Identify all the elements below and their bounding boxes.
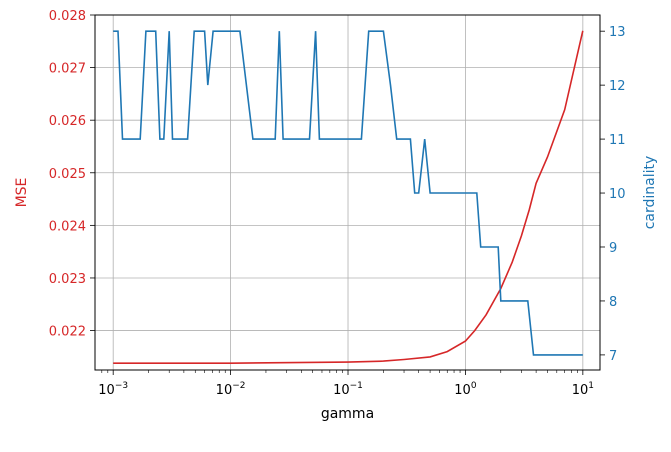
x-tick-label: 10−2	[216, 381, 246, 398]
x-tick-label: 101	[572, 381, 594, 398]
plot-frame	[94, 14, 601, 371]
right-tick-label: 10	[609, 187, 626, 202]
right-tick-label: 9	[609, 241, 617, 256]
x-tick-label: 10−3	[98, 381, 128, 398]
left-tick-label: 0.023	[49, 272, 86, 287]
cardinality-series-line	[113, 30, 583, 356]
plot-lines	[113, 30, 584, 365]
right-tick-label: 12	[609, 79, 626, 94]
right-tick-label: 8	[609, 295, 617, 310]
right-tick-label: 11	[609, 133, 626, 148]
left-tick-label: 0.027	[49, 62, 86, 77]
right-tick-label: 13	[609, 25, 626, 40]
left-tick-label: 0.026	[49, 114, 86, 129]
x-tick-label: 10−1	[333, 381, 363, 398]
axes: 10−3 10−2 10−1 100 101 0.022 0.023 0.024 0.025 0.…	[14, 9, 658, 422]
left-tick-label: 0.024	[49, 219, 86, 234]
x-tick-label: 100	[454, 381, 477, 398]
left-tick-label: 0.028	[49, 9, 86, 24]
left-axis-label: MSE	[14, 178, 30, 208]
right-tick-label: 7	[609, 349, 617, 364]
right-axis-label: cardinality	[642, 156, 658, 230]
mse-series-line	[113, 30, 584, 365]
x-axis-label: gamma	[321, 406, 374, 422]
left-tick-label: 0.022	[49, 325, 86, 340]
left-tick-label: 0.025	[49, 167, 86, 182]
